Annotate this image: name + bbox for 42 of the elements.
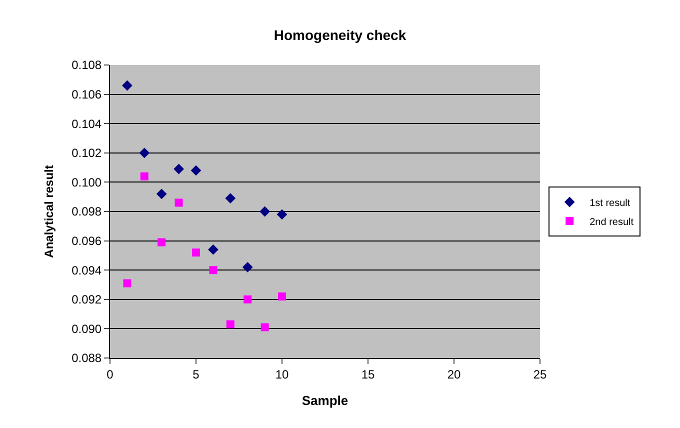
y-tick-label: 0.104 (72, 116, 102, 131)
point (260, 323, 269, 332)
y-tick-label: 0.096 (72, 234, 102, 248)
point (156, 188, 167, 200)
x-tick-label: 5 (192, 367, 200, 382)
y-tick-label: 0.100 (72, 175, 102, 190)
y-tick-label: 0.108 (72, 58, 102, 72)
y-axis-title: Analytical result (42, 165, 56, 258)
point (208, 244, 218, 255)
point (225, 193, 236, 204)
x-tick-label: 25 (533, 367, 547, 382)
y-tick-label: 0.106 (72, 88, 102, 102)
point (174, 164, 184, 174)
point (209, 266, 218, 274)
point (260, 206, 270, 217)
y-tick-label: 0.090 (72, 322, 102, 336)
point (139, 148, 150, 158)
x-tick-label: 15 (361, 367, 375, 382)
point (174, 198, 183, 207)
point (140, 172, 148, 180)
legend-label: 1st result (590, 198, 630, 209)
y-tick-label: 0.094 (72, 263, 102, 278)
x-tick-label: 20 (447, 367, 461, 382)
point (123, 279, 132, 288)
point (276, 209, 288, 220)
point (244, 295, 252, 304)
y-tick-label: 0.088 (72, 351, 102, 366)
y-tick-label: 0.098 (72, 204, 102, 219)
x-tick-label: 10 (275, 367, 289, 382)
point (158, 238, 166, 246)
legend-label: 2nd result (590, 216, 634, 228)
point (242, 262, 253, 272)
y-tick-label: 0.092 (72, 292, 102, 307)
point (192, 248, 200, 257)
x-tick-label: 0 (106, 367, 114, 382)
x-axis-title: Sample (302, 393, 348, 408)
point (226, 320, 234, 328)
y-tick-label: 0.102 (72, 146, 102, 160)
point (190, 165, 202, 176)
point (278, 292, 286, 300)
point (122, 80, 132, 91)
chart-title: Homogeneity check (274, 26, 406, 43)
